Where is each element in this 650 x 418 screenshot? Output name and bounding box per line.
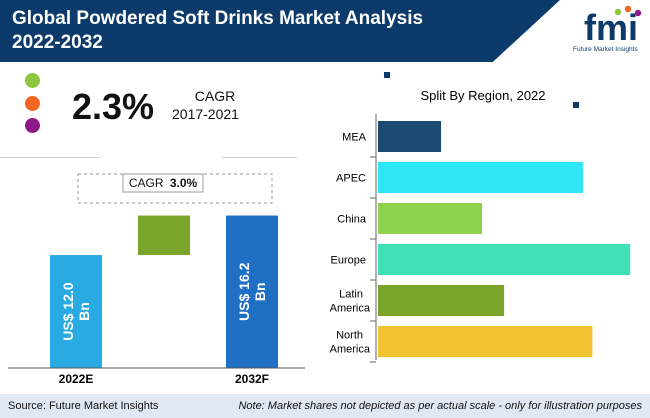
region-bar-latin-america	[378, 285, 505, 316]
region-legend-marker	[384, 72, 390, 78]
region-bar-china	[378, 203, 483, 234]
title-line-2: 2022-2032	[12, 32, 103, 53]
forecast-bar-label-2022E: US$ 12.0Bn	[60, 282, 92, 341]
logo-dot-2	[624, 5, 632, 13]
forecast-chart: CAGR 3.0% US$ 12.0Bn US$ 16.2Bn 2022E 203…	[8, 173, 305, 386]
footer: Source: Future Market Insights Note: Mar…	[0, 394, 650, 418]
fmi-logo: fmi	[584, 5, 642, 48]
forecast-xtick-2032: 2032F	[235, 372, 269, 386]
historic-cagr-value: 2.3%	[72, 86, 155, 127]
region-bar-north-america	[378, 326, 593, 357]
logo-text: fmi	[584, 7, 638, 48]
cagr-callout-value: 3.0%	[170, 176, 198, 190]
left-divider	[0, 157, 100, 158]
footer-source: Source: Future Market Insights	[8, 400, 159, 412]
forecast-bar-2022E	[50, 255, 102, 368]
region-chart-title: Split By Region, 2022	[420, 88, 545, 103]
cagr-callout-label-bg	[122, 173, 204, 193]
logo-dot-1	[614, 8, 622, 16]
forecast-growth-bar	[138, 215, 190, 256]
region-label-north-america: North America	[330, 330, 371, 356]
forecast-bar-label-2032F: US$ 16.2Bn	[236, 262, 268, 321]
forecast-bar-2032F	[226, 215, 278, 368]
orange-dot	[25, 96, 40, 111]
region-bar-apec	[378, 162, 583, 193]
forecast-xtick-2022: 2022E	[59, 372, 94, 386]
logo-tagline: Future Market Insights	[573, 46, 638, 53]
region-legend-marker-2	[573, 102, 579, 108]
region-label-apec: APEC	[336, 173, 366, 185]
green-dot	[25, 73, 40, 88]
region-label-europe: Europe	[331, 255, 366, 267]
historic-cagr-label: CAGR	[194, 88, 236, 104]
region-bar-mea	[378, 121, 442, 152]
purple-dot	[25, 118, 40, 133]
region-label-latin-america: Latin America	[330, 289, 371, 315]
cagr-callout-prefix: CAGR	[129, 176, 164, 190]
header-band	[0, 0, 560, 62]
title-line-1: Global Powdered Soft Drinks Market Analy…	[12, 8, 424, 29]
middle-divider	[222, 157, 297, 158]
region-bar-europe	[378, 244, 631, 275]
region-chart: Split By Region, 2022 MEA APEC China Europe…	[330, 72, 631, 363]
logo-dot-3	[634, 9, 642, 17]
footer-note: Note: Market shares not depicted as per …	[238, 400, 642, 412]
historic-cagr-period: 2017-2021	[172, 106, 239, 122]
region-label-mea: MEA	[342, 132, 367, 144]
region-label-china: China	[337, 214, 367, 226]
page-title: Global Powdered Soft Drinks Market Analy…	[12, 7, 482, 55]
cagr-callout-label: CAGR 3.0%	[129, 176, 198, 190]
